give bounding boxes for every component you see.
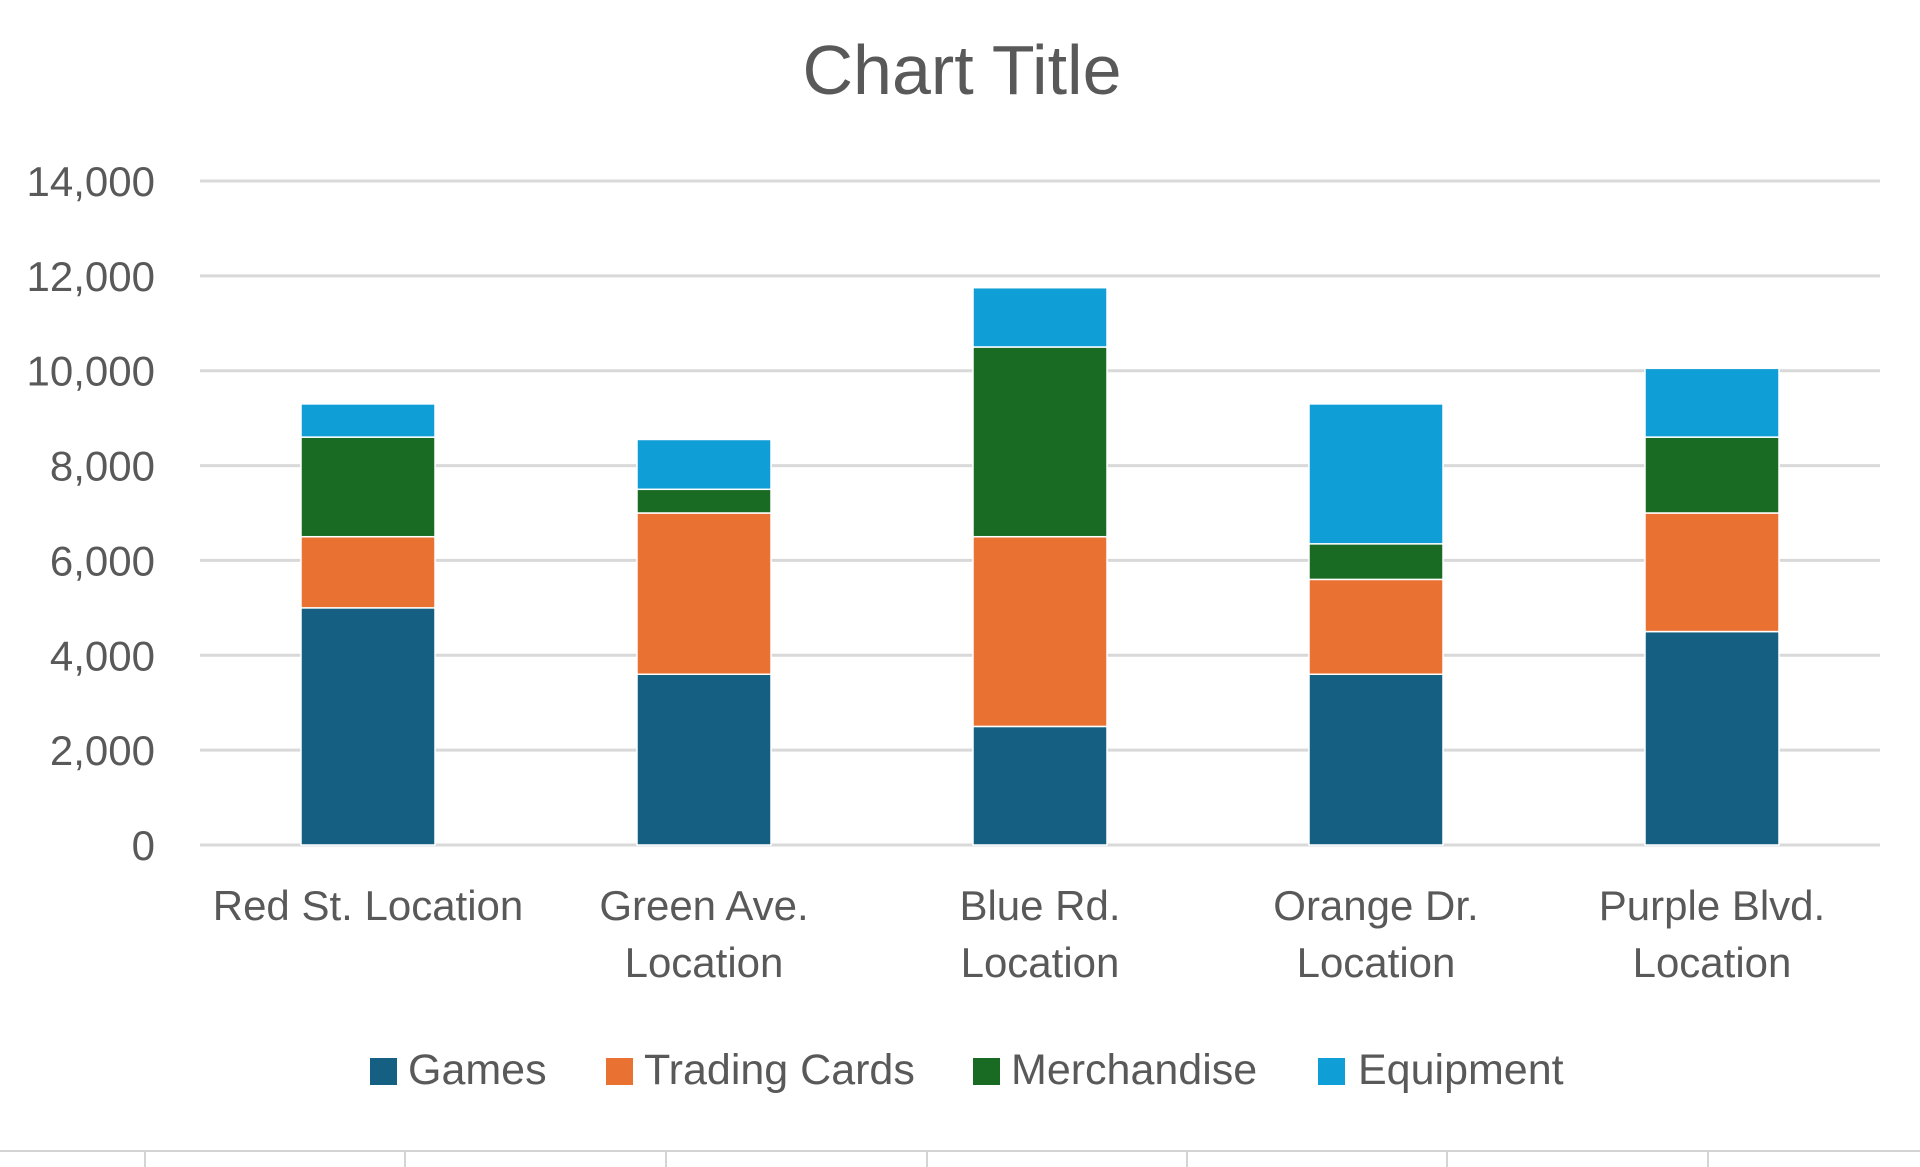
bar-segment-games[interactable] [1644, 630, 1780, 846]
sheet-column-divider [144, 1152, 146, 1167]
spreadsheet-grid-strip [0, 1150, 1920, 1167]
bar-segment-trading-cards[interactable] [300, 535, 436, 609]
bar-segment-merchandise[interactable] [972, 346, 1108, 538]
legend-item-equipment[interactable]: Equipment [1318, 1046, 1564, 1094]
y-tick-label: 14,000 [27, 158, 155, 205]
sheet-column-divider [926, 1152, 928, 1167]
bar-segment-trading-cards[interactable] [972, 535, 1108, 728]
bar-segment-equipment[interactable] [1308, 403, 1444, 545]
legend-swatch [973, 1058, 1000, 1085]
y-tick-label: 8,000 [50, 443, 155, 490]
y-tick-label: 2,000 [50, 727, 155, 774]
y-tick-label: 4,000 [50, 632, 155, 679]
x-category-label: Location [1297, 939, 1456, 986]
legend-swatch [370, 1058, 397, 1085]
sheet-column-divider [1186, 1152, 1188, 1167]
y-axis-tick-labels: 0 2,000 4,000 6,000 8,000 10,000 12,000 14,000 [27, 158, 155, 869]
x-category-label: Location [961, 939, 1120, 986]
bar-segment-games[interactable] [300, 607, 436, 846]
bar-segment-equipment[interactable] [636, 438, 772, 491]
x-category-label: Location [1633, 939, 1792, 986]
legend-item-merchandise[interactable]: Merchandise [973, 1046, 1257, 1094]
sheet-column-divider [1446, 1152, 1448, 1167]
legend-item-trading-cards[interactable]: Trading Cards [606, 1046, 915, 1094]
bar-segment-merchandise[interactable] [636, 488, 772, 514]
bar-segment-games[interactable] [1308, 673, 1444, 846]
bar-segment-merchandise[interactable] [1308, 543, 1444, 581]
legend-label: Trading Cards [644, 1046, 915, 1094]
y-tick-label: 0 [132, 822, 155, 869]
x-category-label: Location [625, 939, 784, 986]
sheet-column-divider [1707, 1152, 1709, 1167]
bar-segment-equipment[interactable] [1644, 367, 1780, 438]
x-category-label: Orange Dr. [1273, 882, 1478, 929]
legend-label: Equipment [1358, 1046, 1564, 1094]
bar-segment-trading-cards[interactable] [1644, 512, 1780, 633]
legend-swatch [1318, 1058, 1345, 1085]
bar-segment-equipment[interactable] [972, 286, 1108, 348]
x-axis-category-labels: Red St. Location Green Ave. Location Blue R… [213, 882, 1825, 986]
bar-segment-trading-cards[interactable] [636, 512, 772, 676]
bar-segment-merchandise[interactable] [300, 436, 436, 538]
x-category-label: Red St. Location [213, 882, 524, 929]
bars [300, 286, 1780, 846]
x-category-label: Green Ave. [599, 882, 808, 929]
legend[interactable]: Games Trading Cards Merchandise Equipment [370, 1046, 1564, 1094]
x-category-label: Purple Blvd. [1599, 882, 1825, 929]
legend-label: Merchandise [1011, 1046, 1257, 1094]
y-tick-label: 12,000 [27, 253, 155, 300]
legend-item-games[interactable]: Games [370, 1046, 547, 1094]
y-tick-label: 10,000 [27, 348, 155, 395]
sheet-column-divider [404, 1152, 406, 1167]
bar-segment-games[interactable] [972, 725, 1108, 846]
x-category-label: Blue Rd. [959, 882, 1120, 929]
bar-segment-equipment[interactable] [300, 403, 436, 438]
bar-segment-trading-cards[interactable] [1308, 578, 1444, 676]
legend-label: Games [408, 1046, 547, 1094]
y-tick-label: 6,000 [50, 537, 155, 584]
legend-swatch [606, 1058, 633, 1085]
bar-segment-games[interactable] [636, 673, 772, 846]
chart-title[interactable]: Chart Title [803, 31, 1122, 109]
bar-segment-merchandise[interactable] [1644, 436, 1780, 514]
sheet-column-divider [665, 1152, 667, 1167]
